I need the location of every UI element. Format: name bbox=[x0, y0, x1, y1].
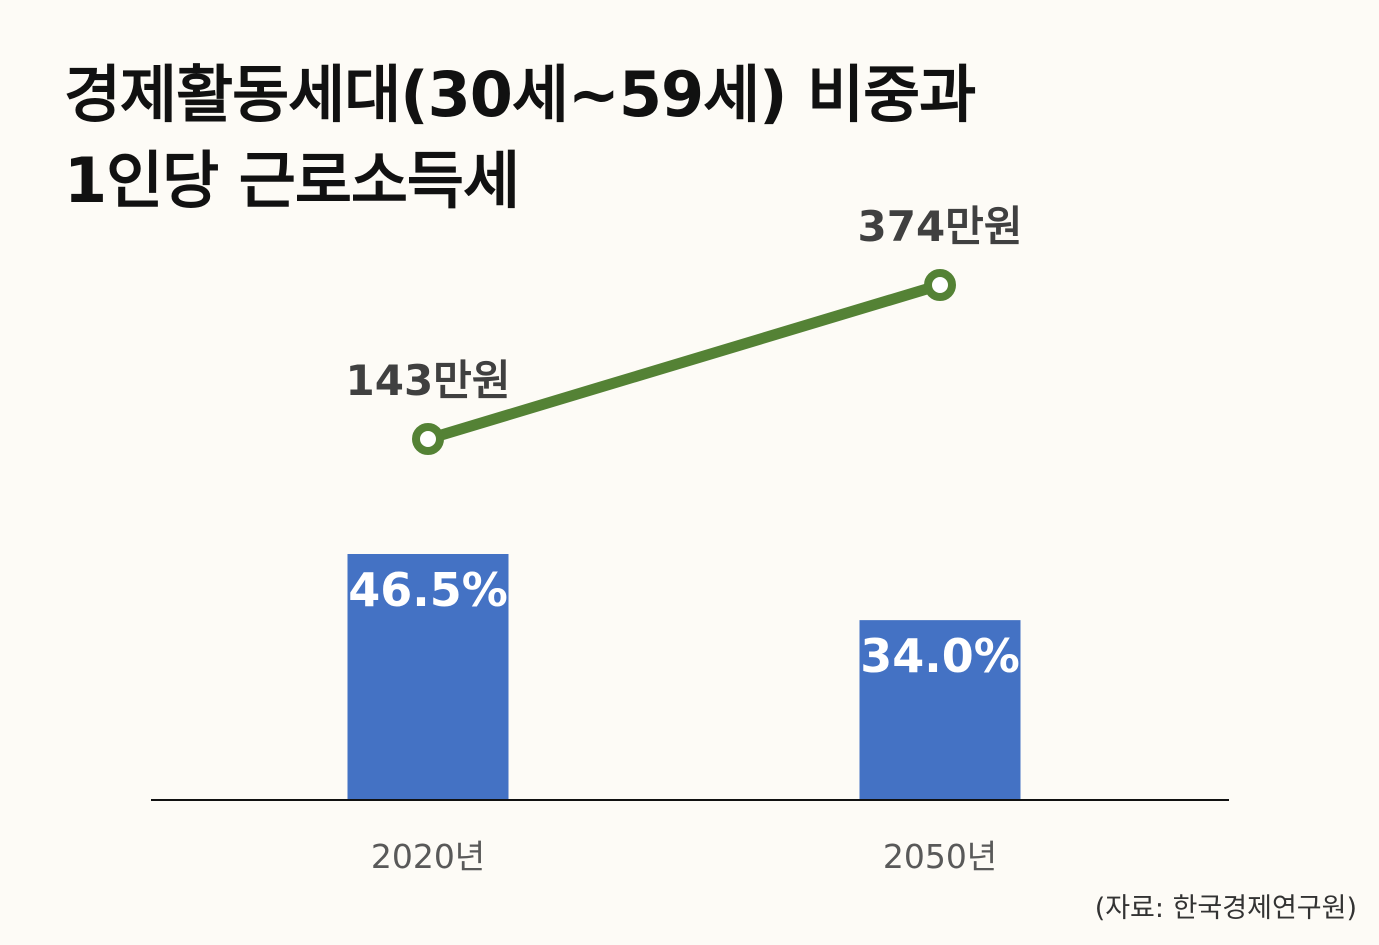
bar-2020 bbox=[347, 554, 509, 800]
source-note: (자료: 한국경제연구원) bbox=[1094, 893, 1357, 924]
bar-value-label: 46.5% bbox=[348, 563, 508, 617]
line-series bbox=[422, 279, 946, 445]
chart-title-line-1: 경제활동세대(30세~59세) 비중과 bbox=[64, 58, 976, 131]
line-value-label: 374만원 bbox=[858, 202, 1023, 251]
bar-value-label: 34.0% bbox=[860, 629, 1020, 683]
bar-2050 bbox=[859, 620, 1021, 800]
chart-title-line-2: 1인당 근로소득세 bbox=[64, 144, 520, 217]
chart-title: 경제활동세대(30세~59세) 비중과 1인당 근로소득세 bbox=[64, 52, 1214, 224]
line-value-label: 143만원 bbox=[346, 356, 511, 405]
x-tick-label: 2050년 bbox=[883, 837, 997, 876]
line-point bbox=[412, 423, 444, 455]
line-point bbox=[924, 269, 956, 301]
x-tick-label: 2020년 bbox=[371, 837, 485, 876]
